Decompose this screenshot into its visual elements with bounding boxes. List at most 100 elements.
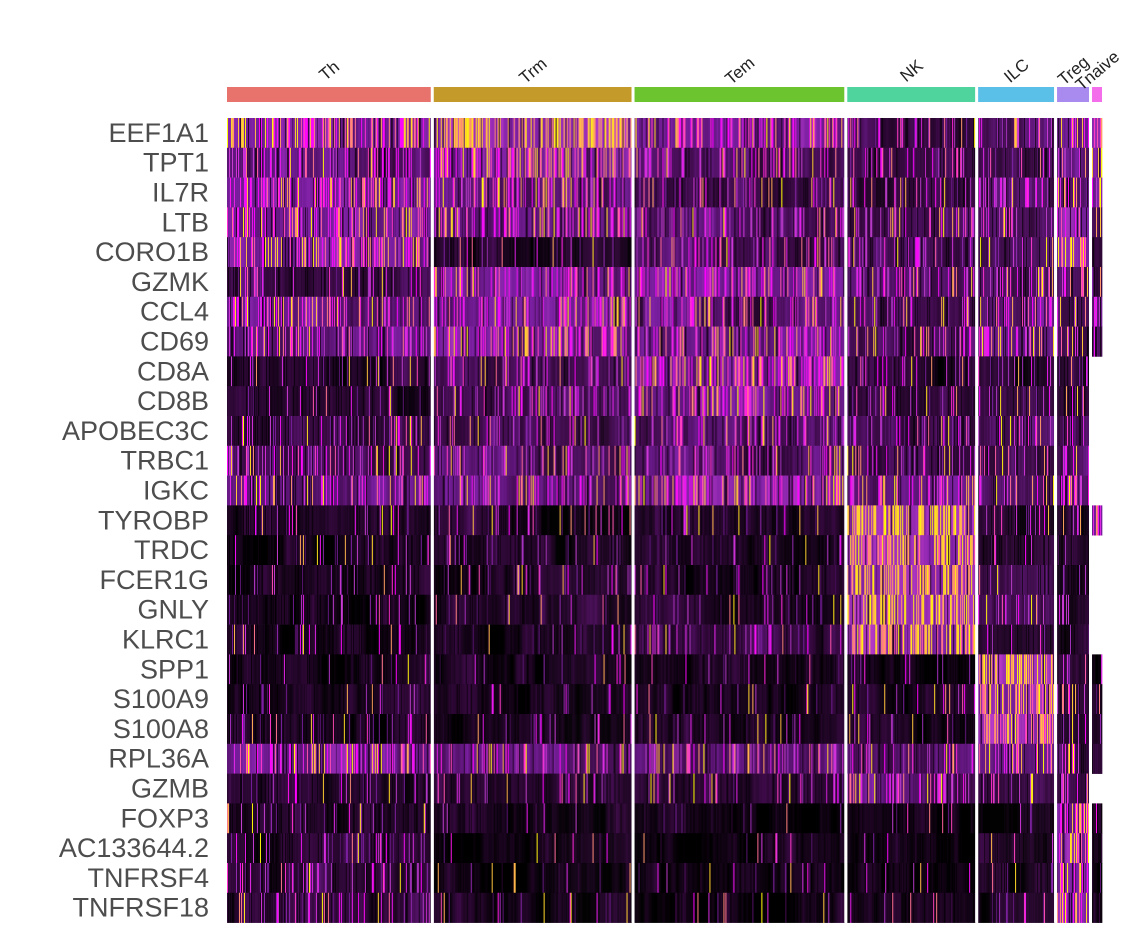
heat-cell: [335, 475, 338, 506]
heat-cell: [296, 118, 299, 149]
heat-cell: [361, 475, 364, 506]
heat-cell: [333, 118, 336, 149]
heat-cell: [261, 505, 264, 536]
heat-cell: [419, 237, 422, 268]
heat-cell: [339, 147, 342, 178]
heat-cell: [404, 505, 407, 536]
heat-cell: [232, 624, 235, 655]
heat-cell: [287, 147, 290, 178]
heat-cell: [345, 356, 348, 387]
heat-cell: [331, 624, 334, 655]
heat-cell: [332, 624, 335, 655]
heat-cell: [372, 118, 375, 149]
heat-cell: [404, 535, 407, 566]
heat-cell: [229, 594, 231, 625]
heat-cell: [245, 594, 248, 625]
heat-cell: [336, 386, 339, 417]
heat-cell: [312, 505, 315, 536]
heat-cell: [301, 296, 304, 327]
heat-cell: [350, 207, 353, 238]
cluster-label-trm: Trm: [516, 54, 551, 88]
heat-cell: [426, 207, 429, 238]
heat-cell: [231, 296, 233, 327]
heat-cell: [267, 118, 270, 149]
heat-cell: [272, 416, 275, 447]
heat-cell: [316, 207, 319, 238]
heat-cell: [250, 445, 253, 476]
heat-cell: [249, 445, 252, 476]
heat-cell: [230, 207, 232, 238]
heat-cell: [354, 356, 357, 387]
heat-cell: [283, 654, 286, 685]
heat-cell: [399, 118, 402, 149]
heat-cell: [410, 237, 413, 268]
heat-cell: [331, 594, 334, 625]
heat-cell: [320, 267, 323, 298]
heat-cell: [354, 565, 357, 596]
heat-cell: [312, 535, 315, 566]
heat-cell: [347, 654, 350, 685]
heat-cell: [269, 505, 272, 536]
heat-cell: [232, 267, 235, 298]
gene-label-tnfrsf18: TNFRSF18: [72, 893, 209, 923]
gene-label-apobec3c: APOBEC3C: [62, 416, 209, 446]
heat-cell: [419, 296, 422, 327]
heat-cell: [252, 356, 255, 387]
heat-cell: [364, 118, 367, 149]
heat-cell: [295, 118, 298, 149]
heat-cell: [301, 147, 304, 178]
heat-cell: [240, 326, 243, 357]
heat-cell: [302, 445, 305, 476]
heat-cell: [279, 624, 282, 655]
heat-cell: [428, 207, 431, 238]
heat-cell: [345, 386, 348, 417]
heat-cell: [317, 594, 320, 625]
heat-cell: [247, 356, 250, 387]
heat-cell: [319, 445, 322, 476]
heat-cell: [240, 237, 243, 268]
heat-cell: [421, 147, 424, 178]
heat-cell: [325, 594, 328, 625]
heat-cell: [316, 416, 319, 447]
heat-cell: [349, 416, 352, 447]
heat-cell: [240, 118, 243, 149]
heat-cell: [388, 445, 391, 476]
cluster-annotation-bar: [227, 87, 1102, 102]
heat-cell: [294, 118, 297, 149]
heat-cell: [229, 416, 231, 447]
heat-cell: [261, 535, 264, 566]
heat-cell: [428, 505, 431, 536]
heat-cell: [393, 386, 396, 417]
heat-cell: [331, 147, 334, 178]
heat-cell: [227, 654, 229, 685]
heat-cell: [234, 326, 237, 357]
heat-cell: [311, 147, 314, 178]
heat-cell: [259, 356, 262, 387]
heat-cell: [247, 565, 250, 596]
heat-cell: [425, 267, 428, 298]
heat-cell: [331, 237, 334, 268]
heat-cell: [410, 177, 413, 208]
heat-cell: [249, 296, 252, 327]
heat-cell: [279, 237, 282, 268]
heat-cell: [329, 594, 332, 625]
heat-cell: [364, 267, 367, 298]
heat-cell: [327, 594, 330, 625]
heat-cell: [254, 326, 257, 357]
heat-cell: [253, 296, 256, 327]
heat-cell: [260, 326, 263, 357]
heat-cell: [373, 416, 376, 447]
heat-cell: [346, 445, 349, 476]
heat-cell: [295, 505, 298, 536]
heat-cell: [288, 326, 291, 357]
heat-cell: [398, 475, 401, 506]
heat-cell: [370, 296, 373, 327]
heat-cell: [384, 505, 387, 536]
heat-cell: [428, 624, 431, 655]
heat-cell: [285, 237, 288, 268]
heat-cell: [325, 654, 328, 685]
heat-cell: [375, 565, 378, 596]
heat-cell: [366, 445, 369, 476]
heat-cell: [426, 445, 429, 476]
heat-cell: [308, 654, 311, 685]
